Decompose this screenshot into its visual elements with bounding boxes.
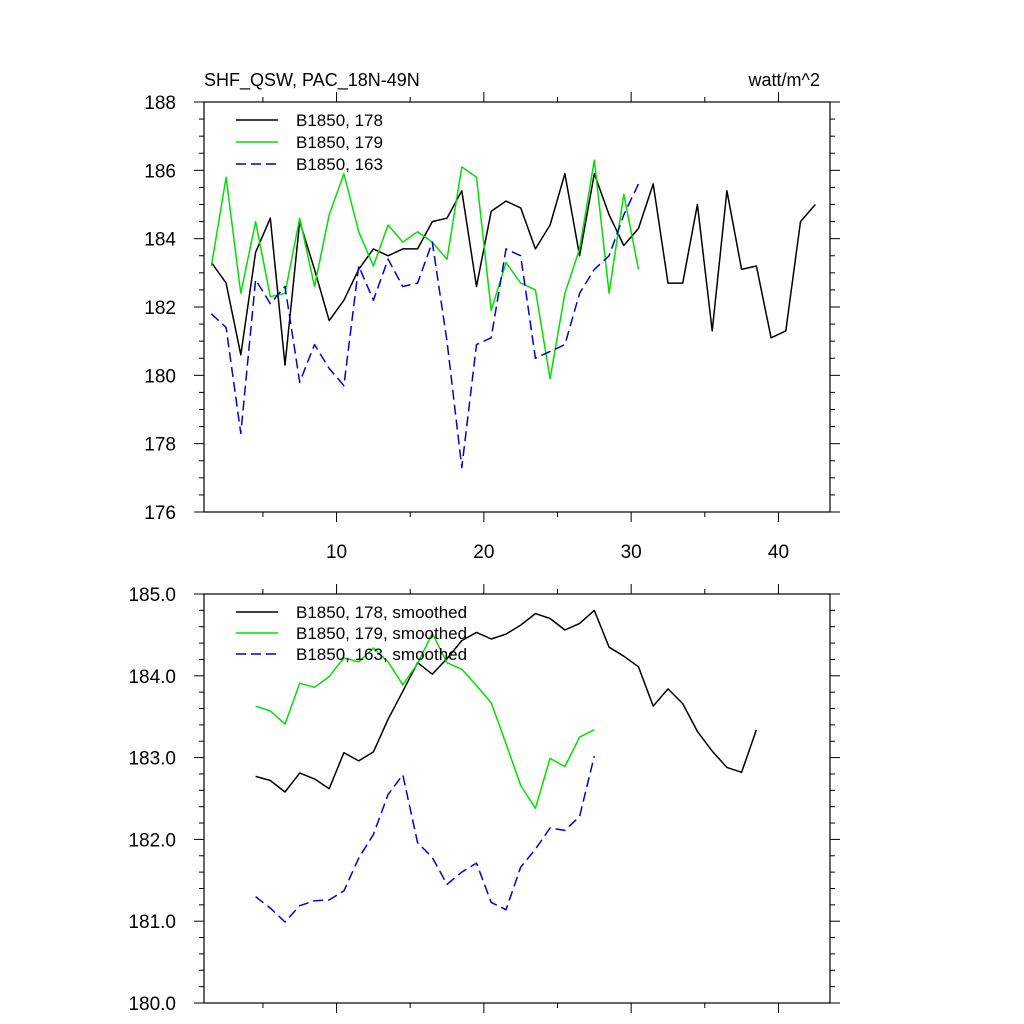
- legend-label-1: B1850, 178: [296, 111, 383, 130]
- bottom-chart-ticks: [194, 584, 840, 1013]
- top-chart-series: [210, 159, 816, 469]
- top-chart-tick-labels: 176 178 180 182 184 186 188 10 20 30 40: [144, 93, 789, 563]
- y-tick-label: 184: [144, 230, 176, 251]
- top-chart-units-label: watt/m^2: [748, 70, 820, 90]
- series-line-3: [255, 755, 596, 923]
- y-tick-label: 188: [144, 93, 176, 114]
- legend-label-1: B1850, 178, smoothed: [296, 603, 467, 622]
- x-tick-label: 10: [326, 542, 347, 563]
- legend-label-3: B1850, 163, smoothed: [296, 645, 467, 664]
- y-tick-label: 182.0: [128, 830, 176, 851]
- y-tick-label: 182: [144, 298, 176, 319]
- y-tick-label: 180.0: [128, 994, 176, 1015]
- top-chart-panel: SHF_QSW, PAC_18N-49N watt/m^2 1761781801…: [144, 70, 840, 563]
- bottom-chart-frame: [203, 593, 831, 1004]
- y-tick-label: 180: [144, 366, 176, 387]
- series-line-1: [210, 172, 816, 366]
- top-chart-frame: [203, 101, 831, 513]
- bottom-chart-series: [255, 609, 758, 923]
- y-tick-label: 184.0: [128, 667, 176, 688]
- x-tick-label: 30: [621, 542, 642, 563]
- y-tick-label: 181.0: [128, 912, 176, 933]
- series-line-2: [210, 159, 640, 380]
- top-chart-legend: B1850, 178 B1850, 179 B1850, 163: [236, 111, 383, 174]
- legend-label-2: B1850, 179: [296, 133, 383, 152]
- series-line-3: [210, 183, 640, 469]
- bottom-chart-panel: 180.0 181.0 182.0 183.0 184.0 185.0 B1850, 17…: [128, 584, 840, 1015]
- y-tick-label: 185.0: [128, 585, 176, 606]
- series-line-2: [255, 632, 595, 810]
- y-tick-label: 183.0: [128, 749, 176, 770]
- y-tick-label: 178: [144, 435, 176, 456]
- x-tick-label: 40: [768, 542, 789, 563]
- y-tick-label: 186: [144, 161, 176, 182]
- legend-label-2: B1850, 179, smoothed: [296, 624, 467, 643]
- series-line-1: [255, 609, 758, 793]
- bottom-chart-legend: B1850, 178, smoothed B1850, 179, smoothed…: [236, 603, 467, 664]
- top-chart-ticks: [194, 92, 840, 522]
- legend-label-3: B1850, 163: [296, 155, 383, 174]
- top-chart-title: SHF_QSW, PAC_18N-49N: [204, 70, 420, 91]
- bottom-chart-tick-labels: 180.0 181.0 182.0 183.0 184.0 185.0: [128, 585, 176, 1015]
- x-tick-label: 20: [473, 542, 494, 563]
- y-tick-label: 176: [144, 503, 176, 524]
